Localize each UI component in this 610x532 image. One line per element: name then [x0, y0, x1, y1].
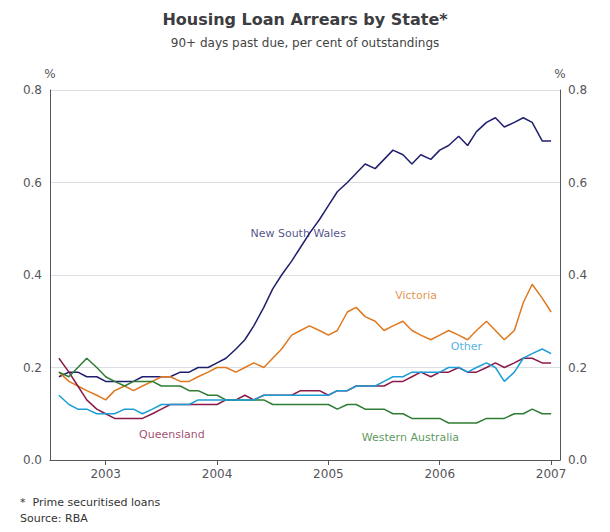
svg-text:0.6: 0.6	[568, 176, 587, 190]
svg-text:0.0: 0.0	[23, 453, 42, 467]
svg-text:2007: 2007	[536, 467, 567, 481]
svg-text:2003: 2003	[90, 467, 121, 481]
svg-text:Victoria: Victoria	[395, 289, 437, 302]
svg-text:Queensland: Queensland	[139, 428, 205, 441]
svg-text:%: %	[554, 67, 565, 81]
svg-text:0.2: 0.2	[23, 361, 42, 375]
svg-text:Housing Loan Arrears by State*: Housing Loan Arrears by State*	[162, 10, 448, 29]
svg-text:90+ days past due, per cent of: 90+ days past due, per cent of outstandi…	[171, 36, 439, 50]
svg-text:0.8: 0.8	[568, 83, 587, 97]
svg-text:New South Wales: New South Wales	[250, 227, 346, 240]
svg-text:Source: RBA: Source: RBA	[20, 512, 88, 525]
svg-text:0.0: 0.0	[568, 453, 587, 467]
svg-text:Other: Other	[451, 340, 483, 353]
svg-text:0.6: 0.6	[23, 176, 42, 190]
svg-text:0.8: 0.8	[23, 83, 42, 97]
svg-text:0.2: 0.2	[568, 361, 587, 375]
svg-text:2005: 2005	[313, 467, 344, 481]
svg-text:0.4: 0.4	[568, 268, 587, 282]
svg-text:%: %	[44, 67, 55, 81]
svg-text:2006: 2006	[424, 467, 455, 481]
svg-text:Western Australia: Western Australia	[362, 431, 459, 444]
svg-text:0.4: 0.4	[23, 268, 42, 282]
svg-text:2004: 2004	[202, 467, 233, 481]
svg-text:* Prime securitised loans: * Prime securitised loans	[20, 496, 160, 509]
